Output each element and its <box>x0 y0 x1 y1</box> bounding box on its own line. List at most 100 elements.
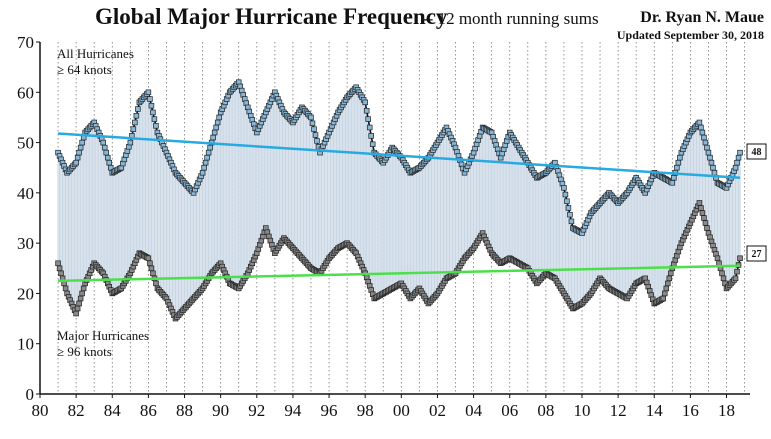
author-label: Dr. Ryan N. Maue <box>640 9 764 26</box>
all-end-value: 48 <box>752 147 762 158</box>
updated-label: Updated September 30, 2018 <box>617 28 764 42</box>
x-tick-label: 16 <box>682 401 699 420</box>
data-point-all-hurricanes <box>311 126 317 132</box>
x-tick-label: 00 <box>393 401 410 420</box>
x-tick-label: 04 <box>465 401 483 420</box>
x-tick-label: 90 <box>212 401 229 420</box>
data-point-major-hurricanes <box>80 285 87 292</box>
data-point-all-hurricanes <box>701 134 707 141</box>
data-point-major-hurricanes <box>701 215 707 221</box>
data-point-all-hurricanes <box>314 138 320 144</box>
axes <box>36 41 750 398</box>
data-point-all-hurricanes <box>77 144 84 151</box>
data-point-all-hurricanes <box>148 102 155 109</box>
x-tick-label: 06 <box>501 401 518 420</box>
data-point-all-hurricanes <box>705 149 712 156</box>
data-point-all-hurricanes <box>79 139 85 146</box>
x-tick-label: 10 <box>573 401 590 420</box>
data-point-major-hurricanes <box>737 255 743 261</box>
data-point-all-hurricanes <box>708 159 715 166</box>
data-point-all-hurricanes <box>74 154 81 161</box>
data-point-major-hurricanes <box>147 260 153 267</box>
data-point-all-hurricanes <box>674 164 680 171</box>
data-point-all-hurricanes <box>368 133 374 139</box>
data-point-major-hurricanes <box>153 280 159 287</box>
data-point-all-hurricanes <box>101 144 108 151</box>
data-point-all-hurricanes <box>210 134 216 141</box>
major-hurricanes-threshold: ≥ 96 knots <box>57 344 112 359</box>
data-point-major-hurricanes <box>73 310 79 317</box>
data-point-all-hurricanes <box>100 139 106 146</box>
data-point-major-hurricanes <box>79 290 85 297</box>
data-point-all-hurricanes <box>568 218 575 225</box>
major-end-badge <box>746 245 767 262</box>
trend-lines <box>57 132 741 283</box>
data-point-major-hurricanes <box>698 205 704 211</box>
major-hurricanes-note: Major Hurricanes <box>57 328 149 343</box>
data-point-all-hurricanes <box>216 114 222 121</box>
data-point-all-hurricanes <box>704 144 710 151</box>
data-point-all-hurricanes <box>735 154 742 161</box>
x-tick-label: 98 <box>357 401 374 420</box>
data-point-major-hurricanes <box>58 270 64 277</box>
data-point-all-hurricanes <box>153 123 159 129</box>
data-point-major-hurricanes <box>77 295 84 302</box>
data-point-all-hurricanes <box>132 119 138 126</box>
major-end-value: 27 <box>752 249 762 260</box>
data-point-all-hurricanes <box>564 198 570 204</box>
data-point-all-hurricanes <box>205 149 212 156</box>
data-point-all-hurricanes <box>710 164 716 171</box>
data-point-major-hurricanes <box>734 268 740 275</box>
y-tick-label: 60 <box>17 83 34 102</box>
y-tick-label: 0 <box>26 385 35 404</box>
y-tick-label: 30 <box>17 234 34 253</box>
series-lines <box>55 79 743 322</box>
data-point-all-hurricanes <box>73 159 79 166</box>
data-point-all-hurricanes <box>213 124 219 131</box>
data-point-all-hurricanes <box>130 126 137 132</box>
data-point-all-hurricanes <box>565 205 572 211</box>
data-point-major-hurricanes <box>74 305 81 312</box>
data-point-all-hurricanes <box>677 154 683 161</box>
data-point-all-hurricanes <box>150 109 156 116</box>
all-hurricanes-note: All Hurricanes <box>57 46 134 61</box>
data-point-major-hurricanes <box>76 300 82 307</box>
data-point-major-hurricanes <box>662 290 668 297</box>
y-tick-label: 40 <box>17 184 34 203</box>
trend-line-major-hurricanes <box>58 264 741 283</box>
data-point-all-hurricanes <box>365 116 371 122</box>
data-point-all-hurricanes <box>707 154 713 161</box>
x-tick-label: 12 <box>610 401 627 420</box>
y-tick-label: 10 <box>17 335 34 354</box>
data-point-major-hurricanes <box>62 285 69 292</box>
x-tick-label: 14 <box>646 401 664 420</box>
data-point-all-hurricanes <box>366 124 373 131</box>
data-point-all-hurricanes <box>369 141 376 147</box>
data-point-all-hurricanes <box>363 107 370 114</box>
data-point-all-hurricanes <box>199 169 206 176</box>
x-tick-label: 94 <box>284 401 302 420</box>
x-tick-label: 82 <box>68 401 85 420</box>
data-point-all-hurricanes <box>145 89 152 96</box>
data-point-major-hurricanes <box>663 285 670 292</box>
x-tick-label: 08 <box>537 401 554 420</box>
data-point-major-hurricanes <box>665 280 671 287</box>
y-tick-label: 20 <box>17 284 34 303</box>
data-point-major-hurricanes <box>660 295 667 302</box>
x-tick-label: 84 <box>104 401 122 420</box>
all-end-badge <box>746 143 767 160</box>
trend-line-all-hurricanes <box>57 132 741 180</box>
data-point-all-hurricanes <box>696 119 703 126</box>
data-point-all-hurricanes <box>669 180 676 186</box>
data-point-all-hurricanes <box>76 149 82 156</box>
chart-title: Global Major Hurricane Frequency <box>95 4 448 29</box>
data-point-all-hurricanes <box>675 159 682 166</box>
y-tick-label: 70 <box>17 33 34 52</box>
data-point-major-hurricanes <box>55 260 61 267</box>
x-tick-label: 92 <box>248 401 265 420</box>
data-point-major-hurricanes <box>699 210 706 216</box>
data-point-major-hurricanes <box>732 275 739 282</box>
data-point-major-hurricanes <box>668 270 674 277</box>
